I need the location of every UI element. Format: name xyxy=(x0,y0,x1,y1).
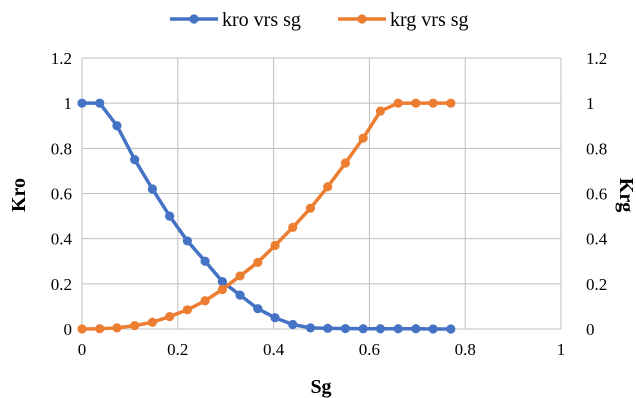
y-tick-label: 0.4 xyxy=(51,230,73,249)
y-tick-label: 1.2 xyxy=(51,49,72,68)
data-point xyxy=(77,324,87,334)
data-point xyxy=(165,211,175,221)
data-point xyxy=(235,290,245,300)
y-tick-label: 0 xyxy=(64,320,73,339)
legend-item-2: krg vrs sg xyxy=(338,9,469,31)
data-point xyxy=(95,324,105,334)
x-axis-title: Sg xyxy=(310,376,331,398)
data-point xyxy=(165,311,175,322)
y2-axis-ticks: 0 0.2 0.4 0.6 0.8 1 1.2 xyxy=(586,49,608,339)
data-point xyxy=(428,324,438,334)
data-point xyxy=(112,323,122,333)
data-point xyxy=(428,98,438,108)
legend-label: kro vrs sg xyxy=(222,9,301,31)
x-tick-label: 1 xyxy=(557,340,566,359)
y-tick-label: 0.8 xyxy=(51,139,72,158)
y-tick-label: 0.2 xyxy=(51,275,72,294)
y2-tick-label: 0.2 xyxy=(586,275,607,294)
data-point xyxy=(182,236,192,246)
grid xyxy=(82,57,562,329)
data-point xyxy=(130,155,140,165)
data-point xyxy=(288,222,298,232)
y-axis-ticks: 0 0.2 0.4 0.6 0.8 1 1.2 xyxy=(51,49,73,339)
data-point xyxy=(340,323,351,334)
y2-tick-label: 0 xyxy=(586,320,595,339)
legend-item-1: kro vrs sg xyxy=(170,9,301,31)
data-point xyxy=(323,182,333,192)
x-tick-label: 0.2 xyxy=(167,340,188,359)
series xyxy=(77,98,456,334)
y2-tick-label: 0.6 xyxy=(586,185,607,204)
data-point xyxy=(217,276,227,287)
data-point xyxy=(253,304,263,314)
data-point xyxy=(200,256,210,266)
data-point xyxy=(446,98,456,108)
data-point xyxy=(217,284,227,295)
data-point xyxy=(411,98,421,108)
y-tick-label: 1 xyxy=(64,94,73,113)
series-1 xyxy=(77,98,456,334)
y2-tick-label: 1 xyxy=(586,94,595,113)
legend: kro vrs sg krg vrs sg xyxy=(170,9,469,31)
data-point xyxy=(358,133,368,143)
y2-axis-title: Krg xyxy=(615,178,636,212)
data-point xyxy=(130,321,140,331)
data-point xyxy=(95,98,105,108)
data-point xyxy=(288,319,298,330)
data-point xyxy=(270,313,280,323)
series-2 xyxy=(77,98,456,334)
data-point xyxy=(77,98,87,108)
data-point xyxy=(446,324,456,334)
data-point xyxy=(358,324,368,334)
data-point xyxy=(375,324,386,334)
y-axis-title: Kro xyxy=(8,178,30,212)
legend-swatch-marker xyxy=(189,14,199,24)
legend-label: krg vrs sg xyxy=(390,9,469,31)
data-point xyxy=(375,106,386,116)
data-point xyxy=(147,184,158,194)
data-point xyxy=(200,296,210,306)
data-point xyxy=(305,203,316,213)
x-tick-label: 0.4 xyxy=(263,340,285,359)
legend-swatch-marker xyxy=(357,14,367,24)
data-point xyxy=(393,324,403,334)
data-point xyxy=(411,324,421,334)
y2-tick-label: 1.2 xyxy=(586,49,607,68)
data-point xyxy=(112,121,122,131)
data-point xyxy=(340,158,351,168)
x-tick-label: 0.6 xyxy=(359,340,380,359)
x-axis-ticks: 0 0.2 0.4 0.6 0.8 1 xyxy=(78,340,566,359)
data-point xyxy=(147,317,158,327)
series-line xyxy=(82,101,451,331)
x-tick-label: 0 xyxy=(78,340,87,359)
y2-tick-label: 0.4 xyxy=(586,230,608,249)
data-point xyxy=(323,323,333,333)
data-point xyxy=(393,98,403,108)
data-point xyxy=(182,305,192,315)
data-point xyxy=(253,257,263,267)
data-point xyxy=(270,240,280,251)
y-tick-label: 0.6 xyxy=(51,185,72,204)
x-tick-label: 0.8 xyxy=(455,340,476,359)
data-point xyxy=(305,323,316,333)
data-point xyxy=(235,271,245,281)
y2-tick-label: 0.8 xyxy=(586,139,607,158)
series-line xyxy=(81,101,451,331)
